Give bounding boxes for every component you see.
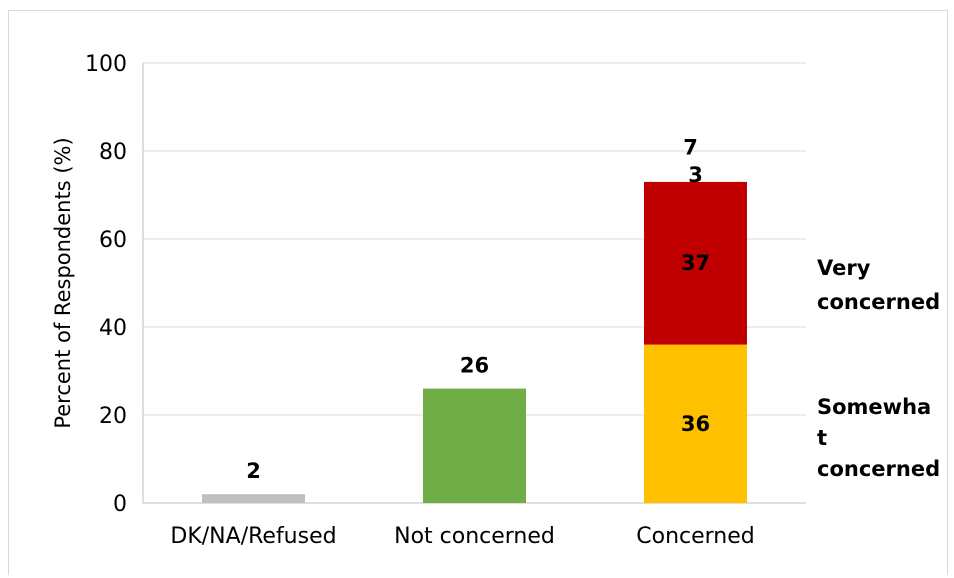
data-label: 3 <box>688 163 703 187</box>
bar-segment <box>202 494 305 503</box>
bar-segment <box>644 181 747 345</box>
bar-segment <box>423 388 526 503</box>
y-tick-label: 100 <box>85 52 127 77</box>
annotation-somewhat-concerned: Somewha t concerned <box>817 395 940 481</box>
x-category-label: DK/NA/Refused <box>170 524 336 549</box>
data-label: 37 <box>681 251 710 275</box>
series-annotations: Very concerned Somewha t concerned <box>817 256 940 481</box>
chart-frame <box>8 10 948 575</box>
y-tick-label: 80 <box>99 140 127 165</box>
data-label: 26 <box>460 354 489 378</box>
x-category-label: Not concerned <box>394 524 555 549</box>
y-tick-label: 40 <box>99 316 127 341</box>
bars <box>202 168 747 503</box>
y-tick-label: 0 <box>113 492 127 517</box>
data-label: 2 <box>246 459 261 483</box>
y-tick-label: 60 <box>99 228 127 253</box>
x-category-label: Concerned <box>636 524 755 549</box>
x-axis-categories: DK/NA/Refused Not concerned Concerned <box>170 524 754 549</box>
bar-segment <box>644 168 747 182</box>
annotation-very-concerned: Very concerned <box>817 256 940 314</box>
y-tick-label: 20 <box>99 404 127 429</box>
data-label-extra: 7 <box>683 136 698 160</box>
bar-segment <box>644 344 747 503</box>
y-axis-title: Percent of Respondents (%) <box>51 137 75 428</box>
data-label: 36 <box>681 412 710 436</box>
